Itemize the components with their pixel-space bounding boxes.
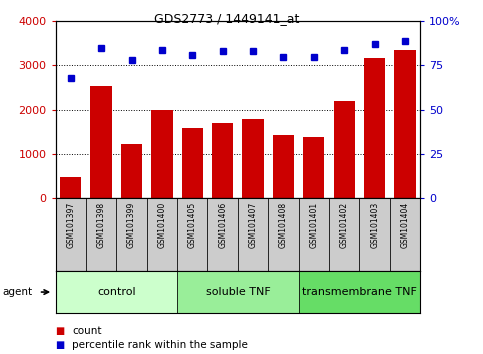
Bar [298, 271, 420, 313]
Text: transmembrane TNF: transmembrane TNF [302, 287, 417, 297]
Bar [364, 57, 385, 198]
Text: GSM101402: GSM101402 [340, 202, 349, 248]
Text: GSM101408: GSM101408 [279, 202, 288, 248]
Bar [268, 198, 298, 271]
Bar [359, 198, 390, 271]
Text: GSM101398: GSM101398 [97, 202, 106, 248]
Text: GDS2773 / 1449141_at: GDS2773 / 1449141_at [155, 12, 299, 25]
Text: GSM101404: GSM101404 [400, 202, 410, 248]
Bar [329, 198, 359, 271]
Text: ■: ■ [56, 326, 65, 336]
Text: GSM101407: GSM101407 [249, 202, 257, 248]
Bar [121, 144, 142, 198]
Bar [238, 198, 268, 271]
Bar [334, 101, 355, 198]
Bar [56, 271, 177, 313]
Text: GSM101397: GSM101397 [66, 202, 75, 248]
Bar [90, 86, 112, 198]
Bar [86, 198, 116, 271]
Text: GSM101403: GSM101403 [370, 202, 379, 248]
Bar [56, 198, 86, 271]
Text: agent: agent [2, 287, 32, 297]
Text: control: control [97, 287, 136, 297]
Bar [116, 198, 147, 271]
Text: percentile rank within the sample: percentile rank within the sample [72, 340, 248, 350]
Text: GSM101399: GSM101399 [127, 202, 136, 248]
Bar [242, 119, 264, 198]
Bar [395, 51, 416, 198]
Text: GSM101400: GSM101400 [157, 202, 167, 248]
Bar [182, 129, 203, 198]
Bar [60, 177, 81, 198]
Text: GSM101406: GSM101406 [218, 202, 227, 248]
Text: ■: ■ [56, 340, 65, 350]
Text: GSM101401: GSM101401 [309, 202, 318, 248]
Bar [303, 137, 325, 198]
Text: GSM101405: GSM101405 [188, 202, 197, 248]
Bar [177, 271, 298, 313]
Bar [212, 123, 233, 198]
Bar [208, 198, 238, 271]
Bar [177, 198, 208, 271]
Text: count: count [72, 326, 102, 336]
Bar [390, 198, 420, 271]
Bar [151, 110, 172, 198]
Bar [298, 198, 329, 271]
Bar [273, 135, 294, 198]
Bar [147, 198, 177, 271]
Text: soluble TNF: soluble TNF [205, 287, 270, 297]
